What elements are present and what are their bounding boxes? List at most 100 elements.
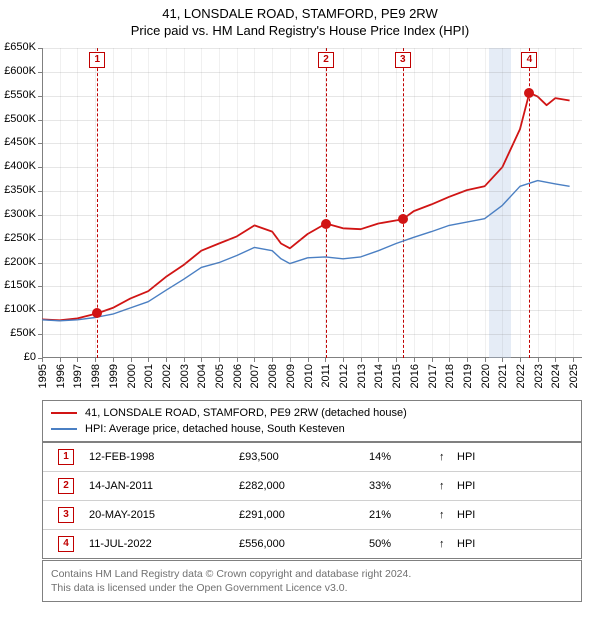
x-tick bbox=[485, 358, 486, 362]
y-gridline bbox=[42, 72, 582, 73]
event-row: 214-JAN-2011£282,00033%↑HPI bbox=[43, 471, 581, 500]
series-point bbox=[321, 219, 331, 229]
x-axis-label: 2020 bbox=[480, 364, 492, 388]
x-axis-label: 2008 bbox=[267, 364, 279, 388]
event-marker-number: 1 bbox=[89, 52, 105, 68]
y-gridline bbox=[42, 167, 582, 168]
event-table: 112-FEB-1998£93,50014%↑HPI214-JAN-2011£2… bbox=[42, 442, 582, 559]
x-axis-label: 2015 bbox=[391, 364, 403, 388]
event-pct: 50% bbox=[369, 538, 439, 550]
x-axis-label: 2007 bbox=[249, 364, 261, 388]
x-gridline bbox=[343, 48, 344, 358]
x-axis-label: 2018 bbox=[444, 364, 456, 388]
x-gridline bbox=[148, 48, 149, 358]
y-gridline bbox=[42, 334, 582, 335]
x-axis-label: 1995 bbox=[37, 364, 49, 388]
y-gridline bbox=[42, 191, 582, 192]
x-gridline bbox=[520, 48, 521, 358]
up-arrow-icon: ↑ bbox=[439, 480, 457, 492]
x-tick bbox=[449, 358, 450, 362]
x-tick bbox=[60, 358, 61, 362]
event-price: £291,000 bbox=[239, 509, 369, 521]
x-gridline bbox=[166, 48, 167, 358]
x-gridline bbox=[272, 48, 273, 358]
y-gridline bbox=[42, 286, 582, 287]
x-tick bbox=[573, 358, 574, 362]
x-gridline bbox=[361, 48, 362, 358]
event-price: £93,500 bbox=[239, 451, 369, 463]
event-number-box: 2 bbox=[58, 478, 74, 494]
x-tick bbox=[219, 358, 220, 362]
y-axis-label: £200K bbox=[4, 256, 36, 268]
y-axis-label: £400K bbox=[4, 160, 36, 172]
x-gridline bbox=[254, 48, 255, 358]
legend-row-0: 41, LONSDALE ROAD, STAMFORD, PE9 2RW (de… bbox=[51, 405, 573, 421]
series-point bbox=[524, 88, 534, 98]
chart-lines-svg bbox=[42, 48, 582, 358]
attribution-line-2: This data is licensed under the Open Gov… bbox=[51, 581, 573, 595]
title-subtitle: Price paid vs. HM Land Registry's House … bbox=[0, 23, 600, 38]
x-tick bbox=[502, 358, 503, 362]
legend-row-1: HPI: Average price, detached house, Sout… bbox=[51, 421, 573, 437]
y-gridline bbox=[42, 48, 582, 49]
y-gridline bbox=[42, 120, 582, 121]
x-gridline bbox=[219, 48, 220, 358]
x-gridline bbox=[414, 48, 415, 358]
event-row: 320-MAY-2015£291,00021%↑HPI bbox=[43, 500, 581, 529]
legend-label-0: 41, LONSDALE ROAD, STAMFORD, PE9 2RW (de… bbox=[85, 407, 407, 419]
x-tick bbox=[414, 358, 415, 362]
x-tick bbox=[113, 358, 114, 362]
x-gridline bbox=[396, 48, 397, 358]
legend-swatch-0 bbox=[51, 412, 77, 414]
x-gridline bbox=[485, 48, 486, 358]
attribution: Contains HM Land Registry data © Crown c… bbox=[42, 560, 582, 602]
x-axis-label: 2010 bbox=[303, 364, 315, 388]
titles: 41, LONSDALE ROAD, STAMFORD, PE9 2RW Pri… bbox=[0, 0, 600, 38]
x-tick bbox=[467, 358, 468, 362]
event-marker-number: 2 bbox=[318, 52, 334, 68]
event-price: £282,000 bbox=[239, 480, 369, 492]
x-axis-label: 2024 bbox=[550, 364, 562, 388]
y-axis-label: £500K bbox=[4, 113, 36, 125]
x-tick bbox=[396, 358, 397, 362]
event-row: 411-JUL-2022£556,00050%↑HPI bbox=[43, 529, 581, 558]
y-gridline bbox=[42, 143, 582, 144]
series-point bbox=[398, 214, 408, 224]
y-axis-label: £300K bbox=[4, 208, 36, 220]
x-axis-label: 1999 bbox=[108, 364, 120, 388]
x-axis-label: 2011 bbox=[320, 364, 332, 388]
x-gridline bbox=[467, 48, 468, 358]
x-tick bbox=[290, 358, 291, 362]
event-date: 12-FEB-1998 bbox=[89, 451, 239, 463]
y-gridline bbox=[42, 310, 582, 311]
x-gridline bbox=[42, 48, 43, 358]
x-axis-label: 2014 bbox=[373, 364, 385, 388]
x-axis-label: 1997 bbox=[72, 364, 84, 388]
event-number-cell: 3 bbox=[43, 507, 89, 523]
x-gridline bbox=[131, 48, 132, 358]
x-axis-label: 2023 bbox=[533, 364, 545, 388]
x-gridline bbox=[237, 48, 238, 358]
x-tick bbox=[272, 358, 273, 362]
event-number-box: 4 bbox=[58, 536, 74, 552]
x-axis-label: 2003 bbox=[179, 364, 191, 388]
y-axis-label: £100K bbox=[4, 303, 36, 315]
x-tick bbox=[166, 358, 167, 362]
x-axis-label: 2012 bbox=[338, 364, 350, 388]
event-number-box: 3 bbox=[58, 507, 74, 523]
legend-label-1: HPI: Average price, detached house, Sout… bbox=[85, 423, 345, 435]
x-gridline bbox=[502, 48, 503, 358]
y-axis-label: £150K bbox=[4, 279, 36, 291]
x-tick bbox=[254, 358, 255, 362]
event-pct: 14% bbox=[369, 451, 439, 463]
event-number-cell: 4 bbox=[43, 536, 89, 552]
x-axis-label: 2017 bbox=[427, 364, 439, 388]
legend-swatch-1 bbox=[51, 428, 77, 430]
x-tick bbox=[538, 358, 539, 362]
event-date: 11-JUL-2022 bbox=[89, 538, 239, 550]
event-date: 20-MAY-2015 bbox=[89, 509, 239, 521]
x-tick bbox=[343, 358, 344, 362]
x-tick bbox=[520, 358, 521, 362]
x-tick bbox=[237, 358, 238, 362]
event-pct: 21% bbox=[369, 509, 439, 521]
